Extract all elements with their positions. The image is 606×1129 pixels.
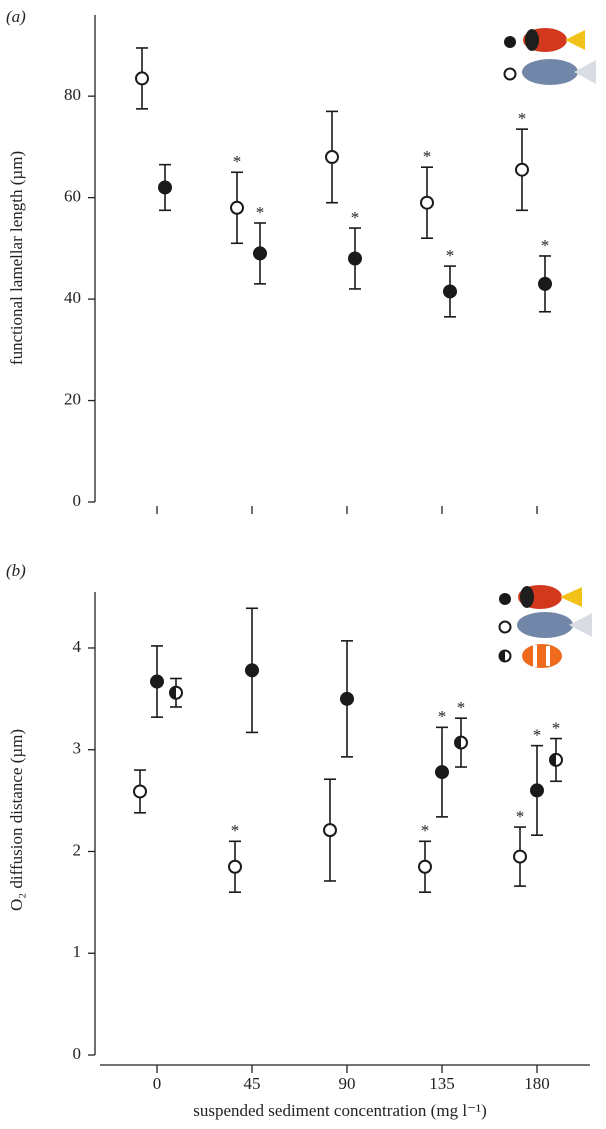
y-tick-label: 2 [73,840,82,859]
y-tick-label: 3 [73,739,82,758]
point [158,180,172,195]
y-tick-label: 20 [64,389,81,408]
point [230,200,244,215]
point [515,162,529,177]
point [150,674,164,689]
x-tick-label: 0 [153,1074,162,1093]
x-axis-title: suspended sediment concentration (mg l⁻¹… [193,1101,487,1120]
panel-label: (b) [6,561,26,580]
point [340,691,354,706]
significance: * [533,726,542,745]
point-half [550,753,556,766]
y-tick-label: 40 [64,288,81,307]
significance: * [423,147,432,166]
point [443,284,457,299]
point [323,823,337,838]
panel-label: (a) [6,7,26,26]
significance: * [541,236,550,255]
significance: * [438,707,447,726]
significance: * [552,718,561,737]
legend-a [503,28,596,85]
y-axis-title: functional lamellar length (µm) [7,151,26,365]
y-tick-label: 80 [64,85,81,104]
point-half [170,686,176,699]
y-tick-label: 1 [73,942,82,961]
point [530,783,544,798]
x-tick-label: 45 [244,1074,261,1093]
x-tick-label: 135 [429,1074,455,1093]
point [538,276,552,291]
significance: * [233,152,242,171]
point [348,251,362,266]
significance: * [518,109,527,128]
point [135,71,149,86]
significance: * [231,821,240,840]
significance: * [351,208,360,227]
point [435,765,449,780]
point [420,195,434,210]
y-tick-label: 0 [73,491,82,510]
significance: * [421,821,430,840]
point [418,859,432,874]
x-tick-label: 90 [339,1074,356,1093]
legend-b [498,585,592,668]
significance: * [457,698,466,717]
x-tick-label: 180 [524,1074,550,1093]
point [133,784,147,799]
point-half [455,736,461,749]
significance: * [256,203,265,222]
significance: * [446,246,455,265]
y-tick-label: 60 [64,187,81,206]
y-tick-label: 0 [73,1044,82,1063]
y-axis-title: O₂ diffusion distance (µm) [7,729,26,911]
point [253,246,267,261]
y-tick-label: 4 [73,637,82,656]
point [228,859,242,874]
significance: * [516,807,525,826]
point [245,663,259,678]
point [325,150,339,165]
point [513,849,527,864]
